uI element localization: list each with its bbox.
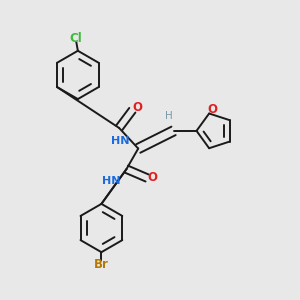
- Text: Br: Br: [94, 258, 109, 271]
- Text: Cl: Cl: [69, 32, 82, 45]
- Text: O: O: [208, 103, 218, 116]
- Text: O: O: [133, 101, 142, 114]
- Text: HN: HN: [102, 176, 120, 186]
- Text: O: O: [147, 171, 158, 184]
- Text: H: H: [165, 111, 173, 121]
- Text: HN: HN: [111, 136, 129, 146]
